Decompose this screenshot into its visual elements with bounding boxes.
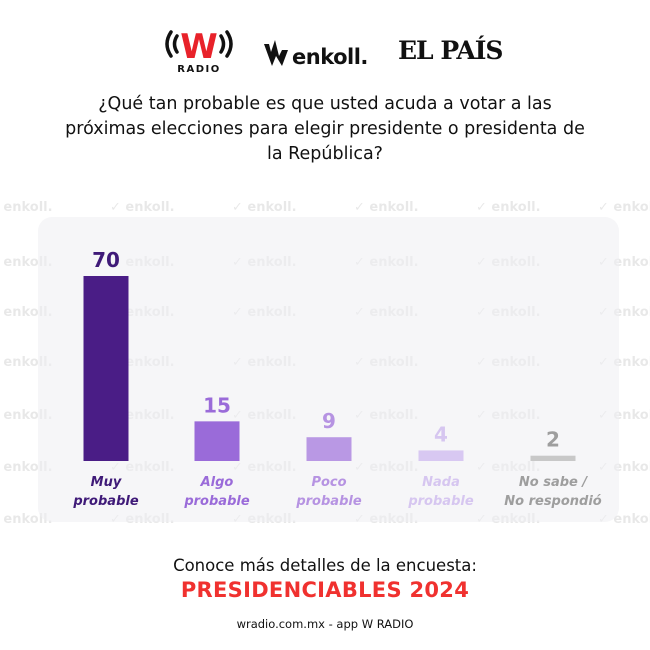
logo-bar: W RADIO enkoll. EL PAÍS (0, 24, 650, 80)
bar-1 (194, 421, 240, 461)
category-label-1-line-0: Algo (200, 475, 234, 490)
bar-3 (418, 450, 464, 461)
w-radio-mark-icon: W (165, 27, 233, 66)
w-radio-logo: W RADIO (161, 24, 237, 78)
cta-highlight: PRESIDENCIABLES 2024 (180, 578, 470, 602)
bar-0 (83, 276, 129, 461)
el-pais-logo: EL PAÍS (398, 36, 503, 65)
data-label-3: 4 (434, 422, 448, 446)
survey-question: ¿Qué tan probable es que usted acuda a v… (65, 94, 585, 164)
category-label-4-line-0: No sabe / (519, 475, 588, 490)
chart-panel (38, 217, 619, 522)
enkoll-logo-text: enkoll. (292, 45, 368, 69)
w-radio-mark: W (180, 27, 218, 66)
category-label-1-line-1: probable (183, 494, 249, 509)
cta-intro: Conoce más detalles de la encuesta: (173, 556, 477, 575)
bar-4 (530, 455, 576, 461)
category-label-2-line-0: Poco (311, 475, 346, 490)
bar-2 (306, 437, 352, 461)
data-label-0: 70 (92, 248, 120, 272)
enkoll-mark-icon (264, 40, 288, 66)
data-label-2: 9 (322, 409, 336, 433)
category-label-0-line-0: Muy (91, 475, 122, 490)
category-label-3-line-0: Nada (422, 475, 460, 490)
category-label-3-line-1: probable (407, 494, 473, 509)
w-radio-label: RADIO (177, 64, 221, 75)
footer-text: wradio.com.mx - app W RADIO (236, 617, 414, 631)
category-label-0-line-1: probable (72, 494, 138, 509)
category-label-2-line-1: probable (295, 494, 361, 509)
enkoll-logo: enkoll. (262, 34, 368, 68)
data-label-1: 15 (203, 393, 231, 417)
category-label-4-line-1: No respondió (504, 494, 602, 509)
data-label-4: 2 (546, 428, 560, 452)
